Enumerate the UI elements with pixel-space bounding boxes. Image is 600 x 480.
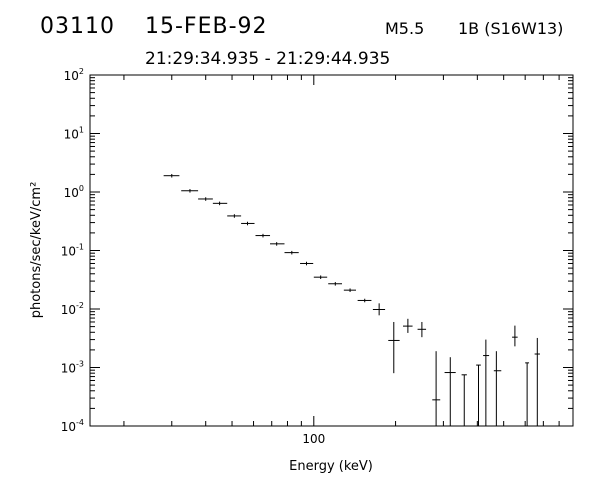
- y-tick-exponent: 0: [79, 184, 84, 193]
- y-tick-exponent: -4: [76, 418, 84, 427]
- y-tick-label: 101: [64, 126, 84, 142]
- y-tick-label: 10-2: [61, 301, 84, 317]
- data-points: [163, 173, 540, 426]
- data-point: [227, 214, 242, 218]
- y-tick-base: 10: [61, 420, 76, 434]
- data-point: [388, 321, 400, 374]
- y-tick-base: 10: [61, 303, 76, 317]
- y-tick-label: 10-1: [61, 243, 84, 259]
- x-tick-label: 100: [302, 432, 325, 446]
- y-tick-exponent: -2: [76, 301, 84, 310]
- data-point: [270, 242, 285, 246]
- data-point: [402, 318, 413, 333]
- y-tick-base: 10: [61, 245, 76, 259]
- data-point: [300, 261, 314, 266]
- y-tick-base: 10: [64, 186, 79, 200]
- event-id: 03110: [40, 14, 115, 39]
- x-ticks: 100: [123, 75, 574, 446]
- data-point: [313, 275, 328, 280]
- y-tick-base: 10: [64, 69, 79, 83]
- data-point: [476, 364, 481, 426]
- data-point: [525, 362, 530, 426]
- y-tick-label: 102: [64, 67, 84, 83]
- y-tick-base: 10: [64, 128, 79, 142]
- y-tick-exponent: 2: [79, 67, 84, 76]
- y-tick-base: 10: [61, 362, 76, 376]
- data-point: [163, 173, 180, 178]
- time-range: 21:29:34.935 - 21:29:44.935: [145, 49, 391, 69]
- data-point: [181, 189, 199, 193]
- data-point: [255, 233, 271, 238]
- data-point: [432, 351, 441, 426]
- y-tick-exponent: -3: [76, 360, 84, 369]
- data-point: [534, 337, 540, 426]
- data-point: [444, 357, 456, 426]
- data-point: [372, 303, 386, 316]
- data-point: [493, 351, 502, 426]
- optical-location: 1B (S16W13): [458, 19, 564, 38]
- data-point: [212, 201, 228, 206]
- y-tick-label: 10-3: [61, 360, 84, 376]
- plot-frame: [89, 74, 574, 427]
- data-point: [241, 221, 255, 226]
- y-tick-label: 100: [64, 184, 84, 200]
- data-point: [328, 282, 342, 286]
- event-date: 15-FEB-92: [145, 14, 268, 39]
- data-point: [417, 321, 427, 338]
- data-point: [512, 325, 518, 347]
- data-point: [461, 374, 467, 426]
- y-tick-exponent: -1: [76, 243, 84, 252]
- y-tick-exponent: 1: [79, 126, 84, 135]
- data-point: [343, 288, 356, 292]
- data-point: [198, 197, 213, 201]
- y-axis-label: photons/sec/keV/cm²: [29, 182, 44, 319]
- data-point: [284, 250, 299, 255]
- data-point: [357, 298, 372, 303]
- flare-class: M5.5: [385, 19, 425, 38]
- data-point: [483, 339, 490, 426]
- y-tick-label: 10-4: [61, 418, 84, 434]
- x-axis-label: Energy (keV): [289, 459, 373, 474]
